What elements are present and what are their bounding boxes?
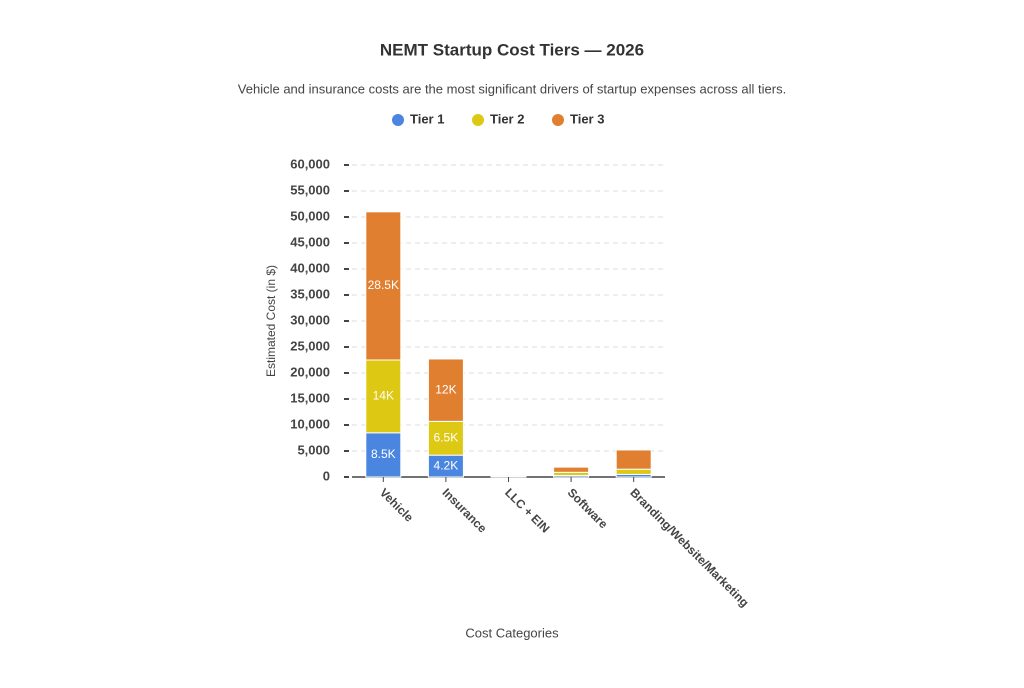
y-tick-label: 0	[323, 468, 330, 483]
y-tick-label: 5,000	[297, 442, 330, 457]
x-axis-title: Cost Categories	[465, 625, 559, 640]
y-tick-label: 55,000	[290, 182, 330, 197]
bar-segment	[615, 449, 652, 470]
x-tick-label: LLC + EIN	[502, 485, 552, 535]
y-tick-label: 45,000	[290, 234, 330, 249]
y-tick-label: 30,000	[290, 312, 330, 327]
y-tick-label: 15,000	[290, 390, 330, 405]
legend-swatch	[392, 114, 404, 126]
x-tick-label: Software	[565, 485, 611, 531]
y-tick-label: 60,000	[290, 156, 330, 171]
legend-swatch	[472, 114, 484, 126]
value-label: 28.5K	[368, 278, 399, 292]
bar-segment	[427, 358, 464, 422]
bar-segment	[615, 468, 652, 475]
legend-label: Tier 2	[490, 111, 524, 126]
x-tick-label: Branding/Website/Marketing	[627, 485, 751, 609]
y-tick-label: 50,000	[290, 208, 330, 223]
chart-title: NEMT Startup Cost Tiers — 2026	[380, 40, 644, 59]
value-label: 8.5K	[371, 447, 396, 461]
value-label: 12K	[435, 382, 456, 396]
legend-label: Tier 1	[410, 111, 444, 126]
legend-swatch	[552, 114, 564, 126]
x-tick-label: Vehicle	[377, 485, 416, 524]
value-label: 4.2K	[434, 458, 459, 472]
chart-subtitle: Vehicle and insurance costs are the most…	[238, 81, 786, 96]
value-label: 14K	[373, 389, 394, 403]
y-tick-label: 25,000	[290, 338, 330, 353]
value-label: 6.5K	[434, 430, 459, 444]
y-tick-label: 40,000	[290, 260, 330, 275]
y-axis-title: Estimated Cost (in $)	[264, 265, 278, 377]
x-tick-label: Insurance	[440, 485, 490, 535]
y-tick-label: 35,000	[290, 286, 330, 301]
bar-segment	[365, 211, 402, 361]
legend-label: Tier 3	[570, 111, 604, 126]
y-tick-label: 10,000	[290, 416, 330, 431]
bar-segment	[553, 466, 590, 473]
bar-segment	[490, 474, 527, 477]
y-tick-label: 20,000	[290, 364, 330, 379]
